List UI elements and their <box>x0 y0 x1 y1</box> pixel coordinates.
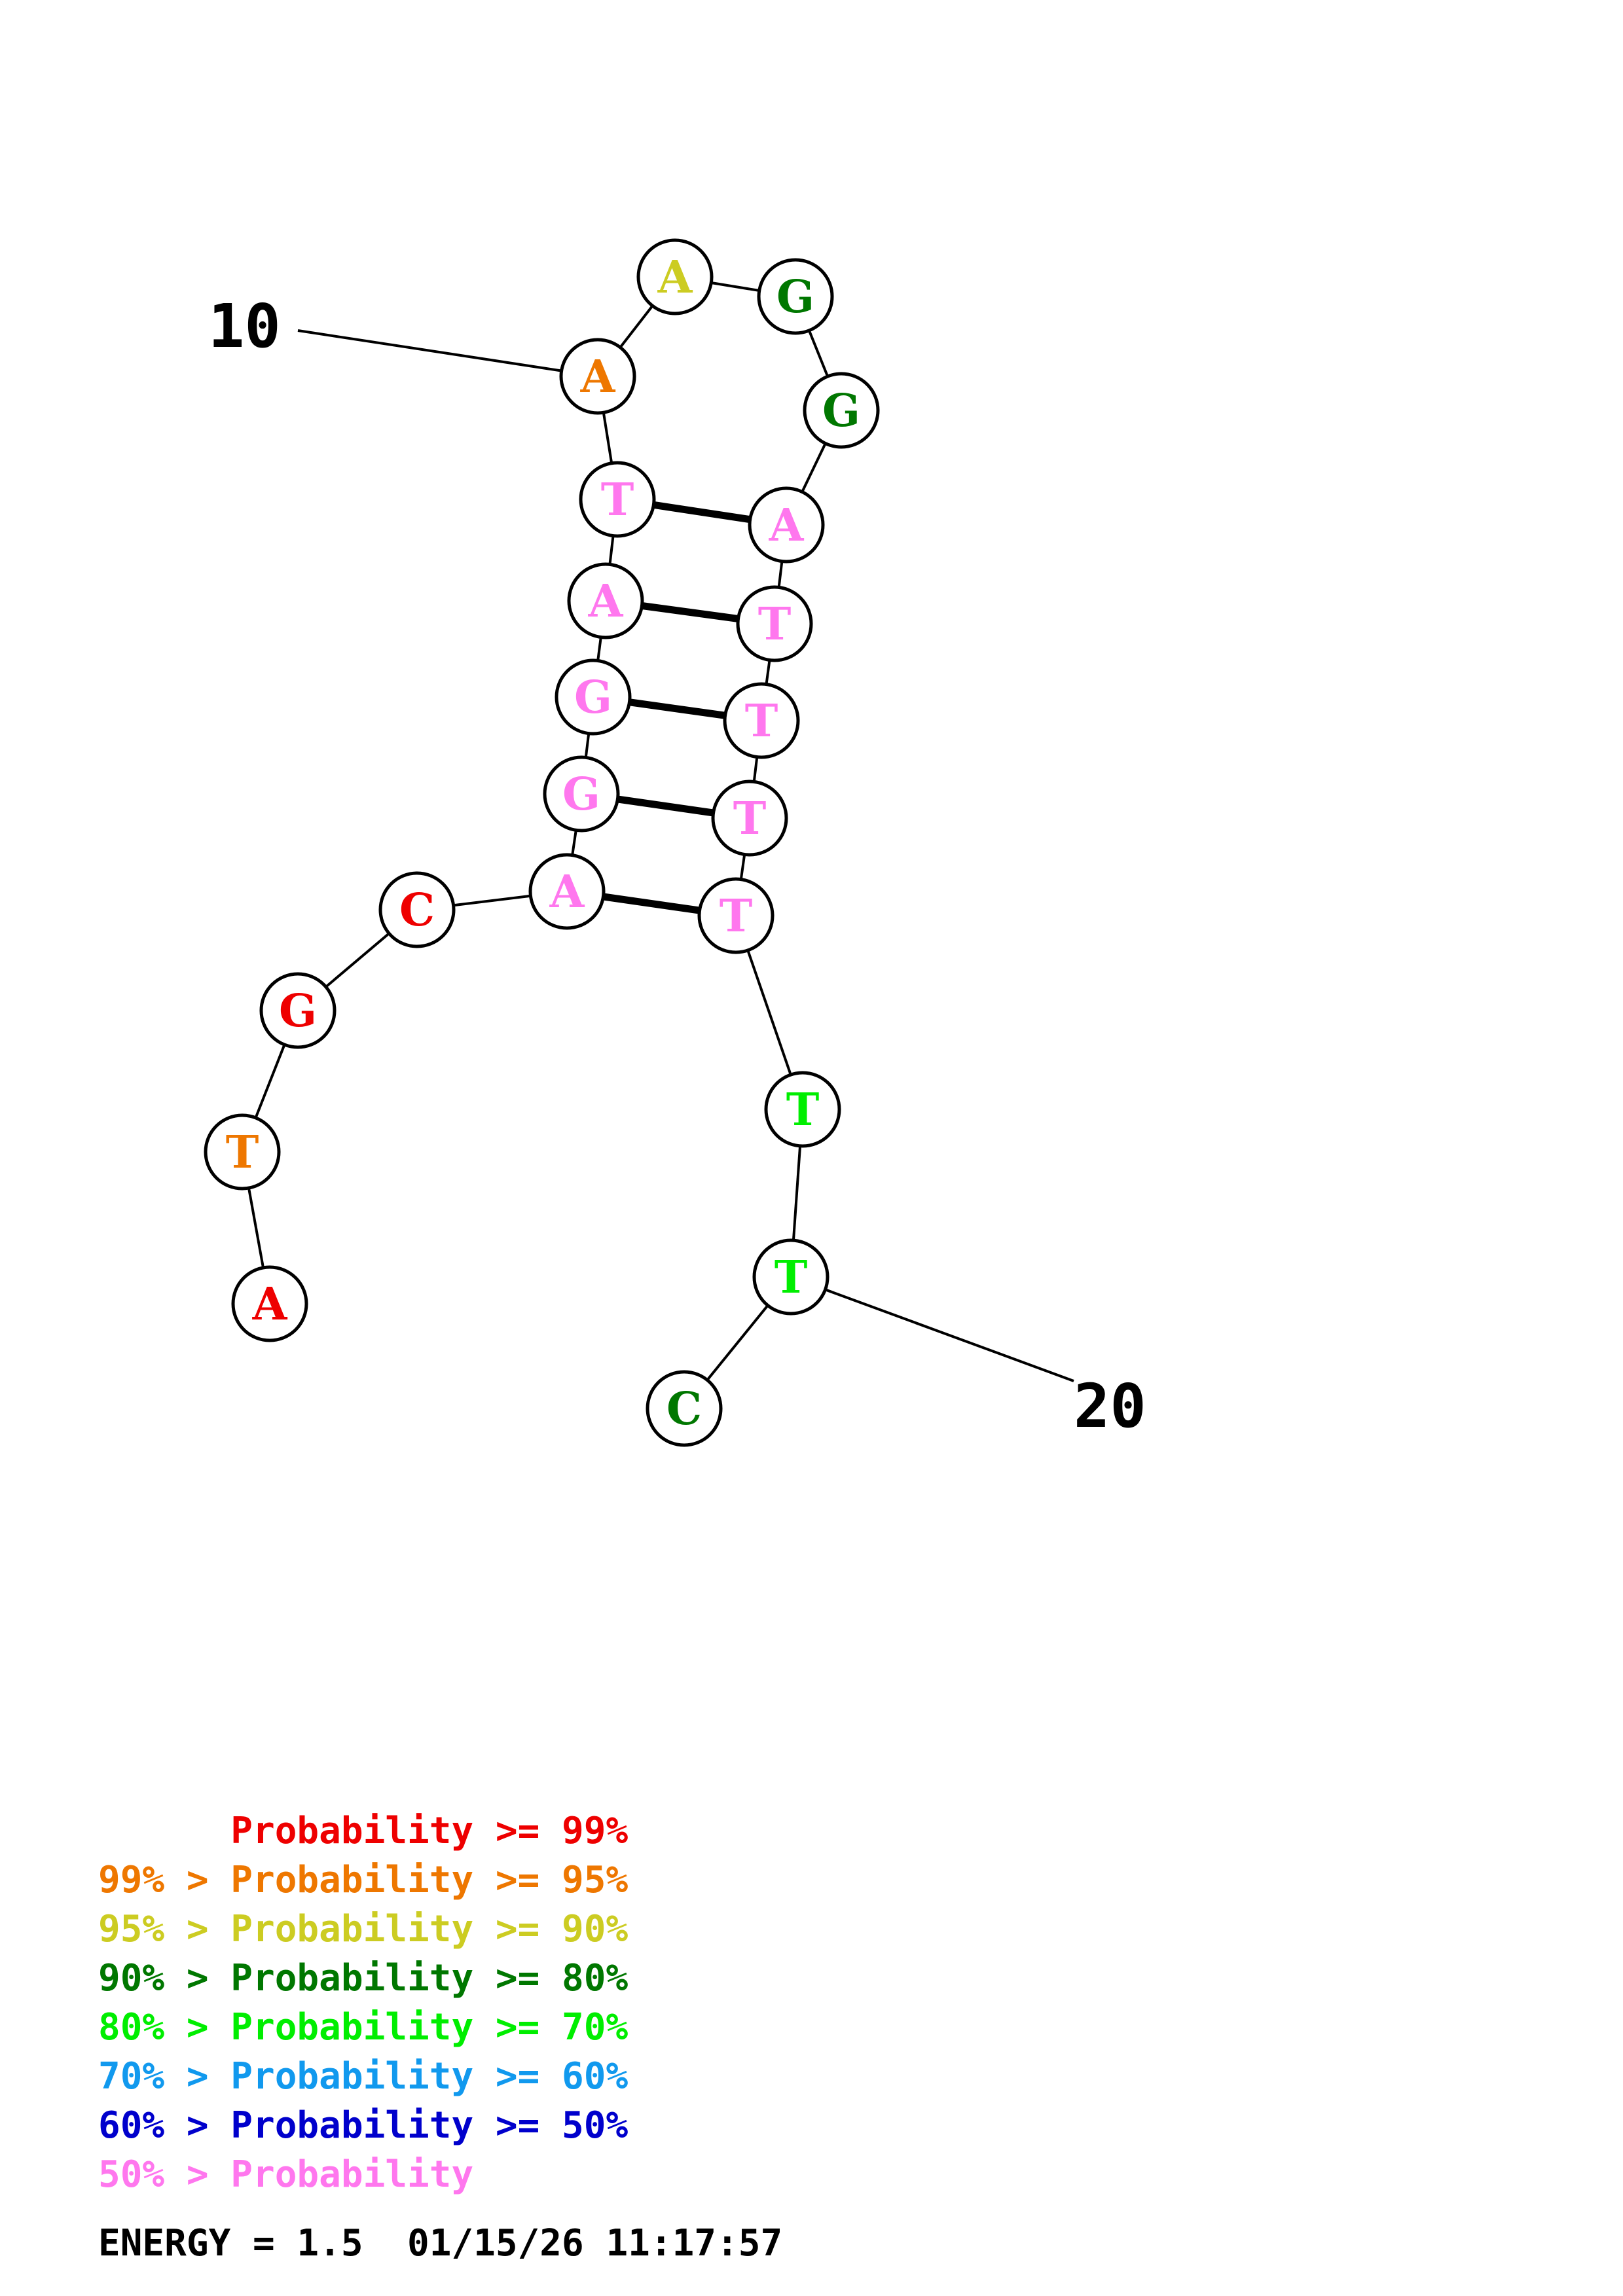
nucleotide-circle <box>543 755 620 833</box>
legend-row: 60% > Probability >= 50% <box>98 2104 629 2147</box>
nucleotide-circle <box>757 258 834 335</box>
nucleotide-circle <box>636 238 714 315</box>
nucleotide: A <box>636 238 714 315</box>
nucleotide-letter: A <box>588 575 624 628</box>
nucleotide-circle <box>711 780 788 857</box>
nucleotide-letter: A <box>580 351 616 403</box>
nucleotide: G <box>555 658 632 736</box>
probability-legend: Probability >= 99% 99% > Probability >= 9… <box>98 1806 628 2199</box>
legend-row: 50% > Probability <box>98 2153 474 2196</box>
legend-row: 80% > Probability >= 70% <box>98 2006 629 2049</box>
nucleotide: T <box>579 461 656 538</box>
nucleotide: A <box>528 853 606 930</box>
nucleotide-circle <box>528 853 606 930</box>
nucleotide: G <box>259 972 337 1049</box>
nucleotide-letter: G <box>822 385 860 437</box>
nucleotide-circle <box>567 562 644 639</box>
legend-row: 70% > Probability >= 60% <box>98 2055 629 2098</box>
nucleotide: T <box>752 1238 830 1316</box>
nucleotide-letter: A <box>657 251 693 304</box>
nucleotide: G <box>543 755 620 833</box>
nucleotide: T <box>764 1071 841 1148</box>
nucleotide: A <box>567 562 644 639</box>
nucleotide-letter: A <box>252 1278 288 1331</box>
nucleotide-letter: G <box>279 985 317 1037</box>
energy-value: ENERGY = 1.5 <box>98 2222 363 2265</box>
nucleotide-letter: T <box>758 598 792 651</box>
nucleotide-letter: T <box>733 793 767 845</box>
nucleotide-circle <box>378 871 456 948</box>
nucleotide-circle <box>259 972 337 1049</box>
nucleotide-letter: T <box>786 1084 820 1136</box>
nucleotide-circle <box>231 1265 308 1342</box>
nucleotide: T <box>711 780 788 857</box>
timestamp: 01/15/26 11:17:57 <box>407 2222 783 2265</box>
nucleotide-letter: G <box>574 672 612 724</box>
nucleotide-circle <box>579 461 656 538</box>
legend-row: 90% > Probability >= 80% <box>98 1957 629 2000</box>
position-label: 10 <box>208 291 281 361</box>
nucleotide-circle <box>697 877 775 954</box>
nucleotide: A <box>231 1265 308 1342</box>
nucleotide-circle <box>723 682 800 759</box>
nucleotide-circle <box>748 486 825 564</box>
nucleotide-circle <box>555 658 632 736</box>
nucleotide-circle <box>559 338 636 415</box>
nucleotide-letter: T <box>745 695 778 747</box>
nucleotide-letter: T <box>720 890 753 942</box>
nucleotide-letter: C <box>399 884 435 937</box>
nucleotide: T <box>723 682 800 759</box>
position-leader-line <box>790 1276 1074 1382</box>
nucleotide-letter: A <box>769 499 805 552</box>
nucleotide-letter: T <box>226 1126 259 1179</box>
nucleotide: C <box>378 871 456 948</box>
nucleotide: C <box>646 1370 723 1447</box>
energy-line: ENERGY = 1.5 01/15/26 11:17:57 <box>98 2222 782 2265</box>
nucleotide-letter: T <box>775 1251 808 1304</box>
nucleotide: G <box>757 258 834 335</box>
legend-row: 95% > Probability >= 90% <box>98 1908 629 1950</box>
position-label: 20 <box>1074 1371 1146 1441</box>
nucleotide: A <box>559 338 636 415</box>
nucleotide-letter: T <box>601 474 634 526</box>
legend-row: 99% > Probability >= 95% <box>98 1859 629 1901</box>
legend-row: Probability >= 99% <box>98 1810 629 1852</box>
nucleotide: G <box>803 372 880 449</box>
nucleotide: T <box>736 585 813 662</box>
nucleotide: T <box>697 877 775 954</box>
nucleotide-letter: C <box>666 1383 702 1435</box>
nucleotide-letter: A <box>549 866 585 918</box>
nucleotide-circle <box>204 1113 281 1191</box>
nucleotide: A <box>748 486 825 564</box>
nucleotide: T <box>204 1113 281 1191</box>
nucleotide-circle <box>803 372 880 449</box>
nucleotide-circle <box>646 1370 723 1447</box>
position-leader-line <box>297 329 598 378</box>
nucleotide-circle <box>736 585 813 662</box>
nucleotide-circle <box>764 1071 841 1148</box>
nucleotide-letter: G <box>776 271 814 323</box>
nucleotide-circle <box>752 1238 830 1316</box>
nucleotide-letter: G <box>562 768 600 821</box>
position-labels: 10 20 <box>208 291 1146 1441</box>
